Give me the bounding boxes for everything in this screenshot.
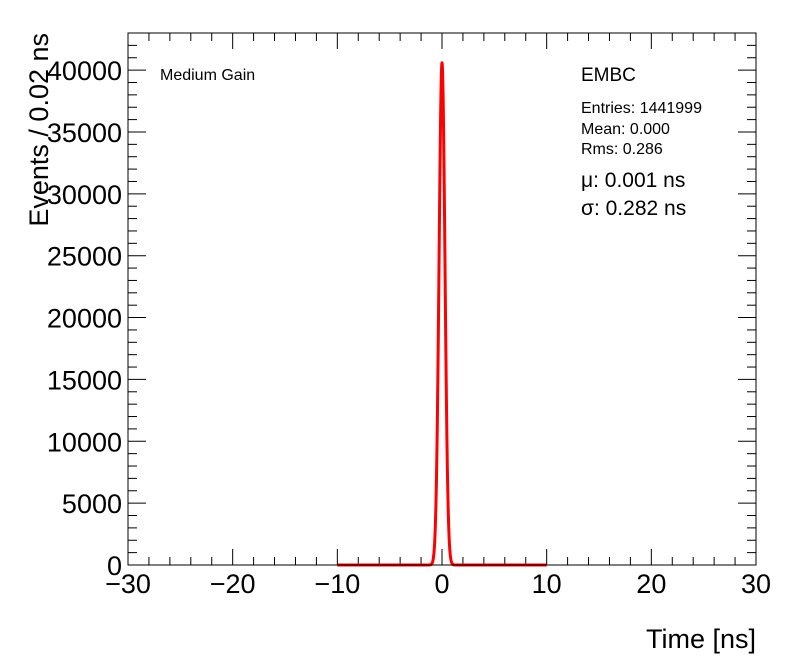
x-axis-title: Time [ns] bbox=[646, 624, 756, 654]
y-tick-label: 20000 bbox=[47, 304, 122, 334]
x-tick-label: −20 bbox=[210, 569, 256, 599]
rms-label: Rms: 0.286 bbox=[581, 141, 663, 158]
y-tick-label: 10000 bbox=[47, 427, 122, 457]
x-tick-label: 20 bbox=[636, 569, 666, 599]
x-tick-label: −30 bbox=[105, 569, 151, 599]
y-tick-label: 25000 bbox=[47, 242, 122, 272]
x-tick-label: −10 bbox=[314, 569, 360, 599]
x-tick-label: 10 bbox=[532, 569, 562, 599]
gain-label: Medium Gain bbox=[160, 67, 255, 84]
y-tick-label: 15000 bbox=[47, 365, 122, 395]
y-tick-label: 35000 bbox=[47, 118, 122, 148]
y-tick-label: 0 bbox=[107, 551, 122, 581]
mean-label: Mean: 0.000 bbox=[581, 121, 670, 138]
y-tick-label: 30000 bbox=[47, 180, 122, 210]
entries-label: Entries: 1441999 bbox=[581, 100, 702, 117]
y-axis-title: Events / 0.02 ns bbox=[24, 33, 54, 227]
fit-sigma-label: σ: 0.282 ns bbox=[581, 197, 686, 220]
plot-frame bbox=[127, 32, 757, 566]
axes-layer: −30 −20 −10 0 10 20 30 0 5000 10000 15000 20000 2500… bbox=[47, 32, 771, 599]
y-tick-label: 5000 bbox=[62, 489, 122, 519]
fit-mu-label: μ: 0.001 ns bbox=[581, 169, 685, 192]
y-tick-label: 40000 bbox=[47, 56, 122, 86]
detector-label: EMBC bbox=[581, 65, 636, 86]
x-tick-label: 30 bbox=[741, 569, 771, 599]
x-tick-label: 0 bbox=[434, 569, 449, 599]
